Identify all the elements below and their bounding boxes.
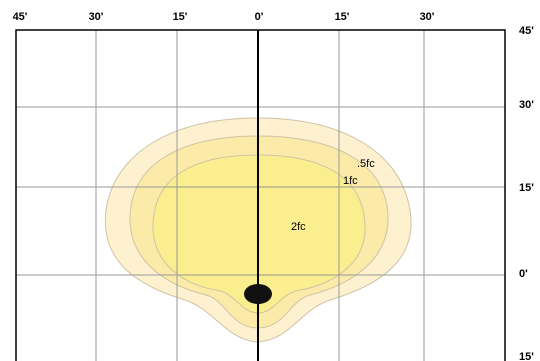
right-label: 45' — [519, 25, 534, 37]
contours — [104, 117, 412, 343]
right-label: 15' — [519, 351, 534, 361]
right-label: 0' — [519, 268, 528, 280]
top-label: 30' — [89, 11, 104, 23]
right-label: 15' — [519, 182, 534, 194]
right-axis-labels: 45' 30' 15' 0' 15' — [519, 25, 534, 361]
top-label: 45' — [13, 11, 28, 23]
grid — [15, 29, 506, 361]
contour-label: .5fc — [357, 158, 375, 170]
top-label: 15' — [335, 11, 350, 23]
top-label: 15' — [173, 11, 188, 23]
top-axis-labels: 45' 30' 15' 0' 15' 30' — [13, 11, 435, 23]
top-label: 0' — [255, 11, 264, 23]
right-label: 30' — [519, 99, 534, 111]
frame — [15, 29, 506, 361]
top-label: 30' — [420, 11, 435, 23]
contour-label: 1fc — [343, 175, 358, 187]
fixture — [244, 284, 272, 304]
contour-label: 2fc — [291, 221, 306, 233]
